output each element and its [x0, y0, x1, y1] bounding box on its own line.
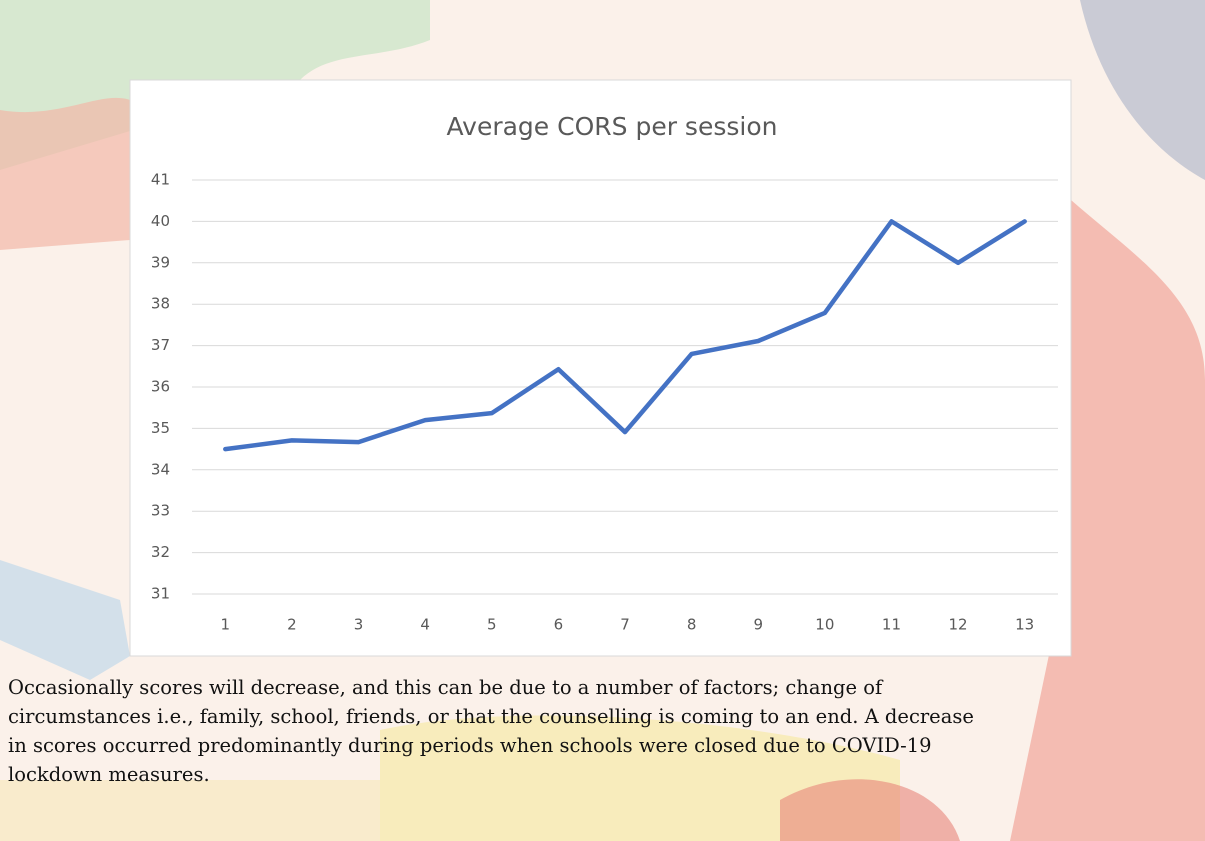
- y-tick-label: 39: [151, 253, 170, 271]
- y-tick-label: 31: [151, 585, 170, 603]
- y-tick-label: 40: [151, 212, 170, 230]
- chart-title: Average CORS per session: [447, 112, 778, 141]
- y-tick-label: 37: [151, 336, 170, 354]
- caption-line: Occasionally scores will decrease, and t…: [8, 676, 883, 699]
- x-tick-label: 9: [753, 616, 763, 634]
- data-line: [223, 219, 1027, 452]
- caption-line: lockdown measures.: [8, 763, 210, 786]
- y-tick-label: 36: [151, 378, 170, 396]
- x-tick-label: 11: [882, 616, 901, 634]
- y-tick-label: 32: [151, 543, 170, 561]
- x-tick-label: 5: [487, 616, 497, 634]
- y-tick-label: 41: [151, 171, 170, 189]
- caption-line: circumstances i.e., family, school, frie…: [8, 705, 974, 728]
- y-tick-label: 33: [151, 502, 170, 520]
- x-tick-label: 2: [287, 616, 297, 634]
- x-tick-label: 12: [949, 616, 968, 634]
- y-tick-label: 38: [151, 295, 170, 313]
- x-tick-label: 4: [420, 616, 430, 634]
- caption: Occasionally scores will decrease, and t…: [8, 673, 1205, 789]
- x-tick-label: 6: [554, 616, 564, 634]
- y-tick-label: 35: [151, 419, 170, 437]
- chart-area: [129, 79, 1072, 657]
- x-tick-label: 10: [815, 616, 834, 634]
- x-tick-label: 8: [687, 616, 697, 634]
- x-tick-label: 1: [221, 616, 231, 634]
- x-tick-label: 7: [620, 616, 630, 634]
- caption-line: in scores occurred predominantly during …: [8, 734, 932, 757]
- x-tick-label: 13: [1015, 616, 1034, 634]
- y-tick-label: 34: [151, 460, 170, 478]
- x-tick-label: 3: [354, 616, 364, 634]
